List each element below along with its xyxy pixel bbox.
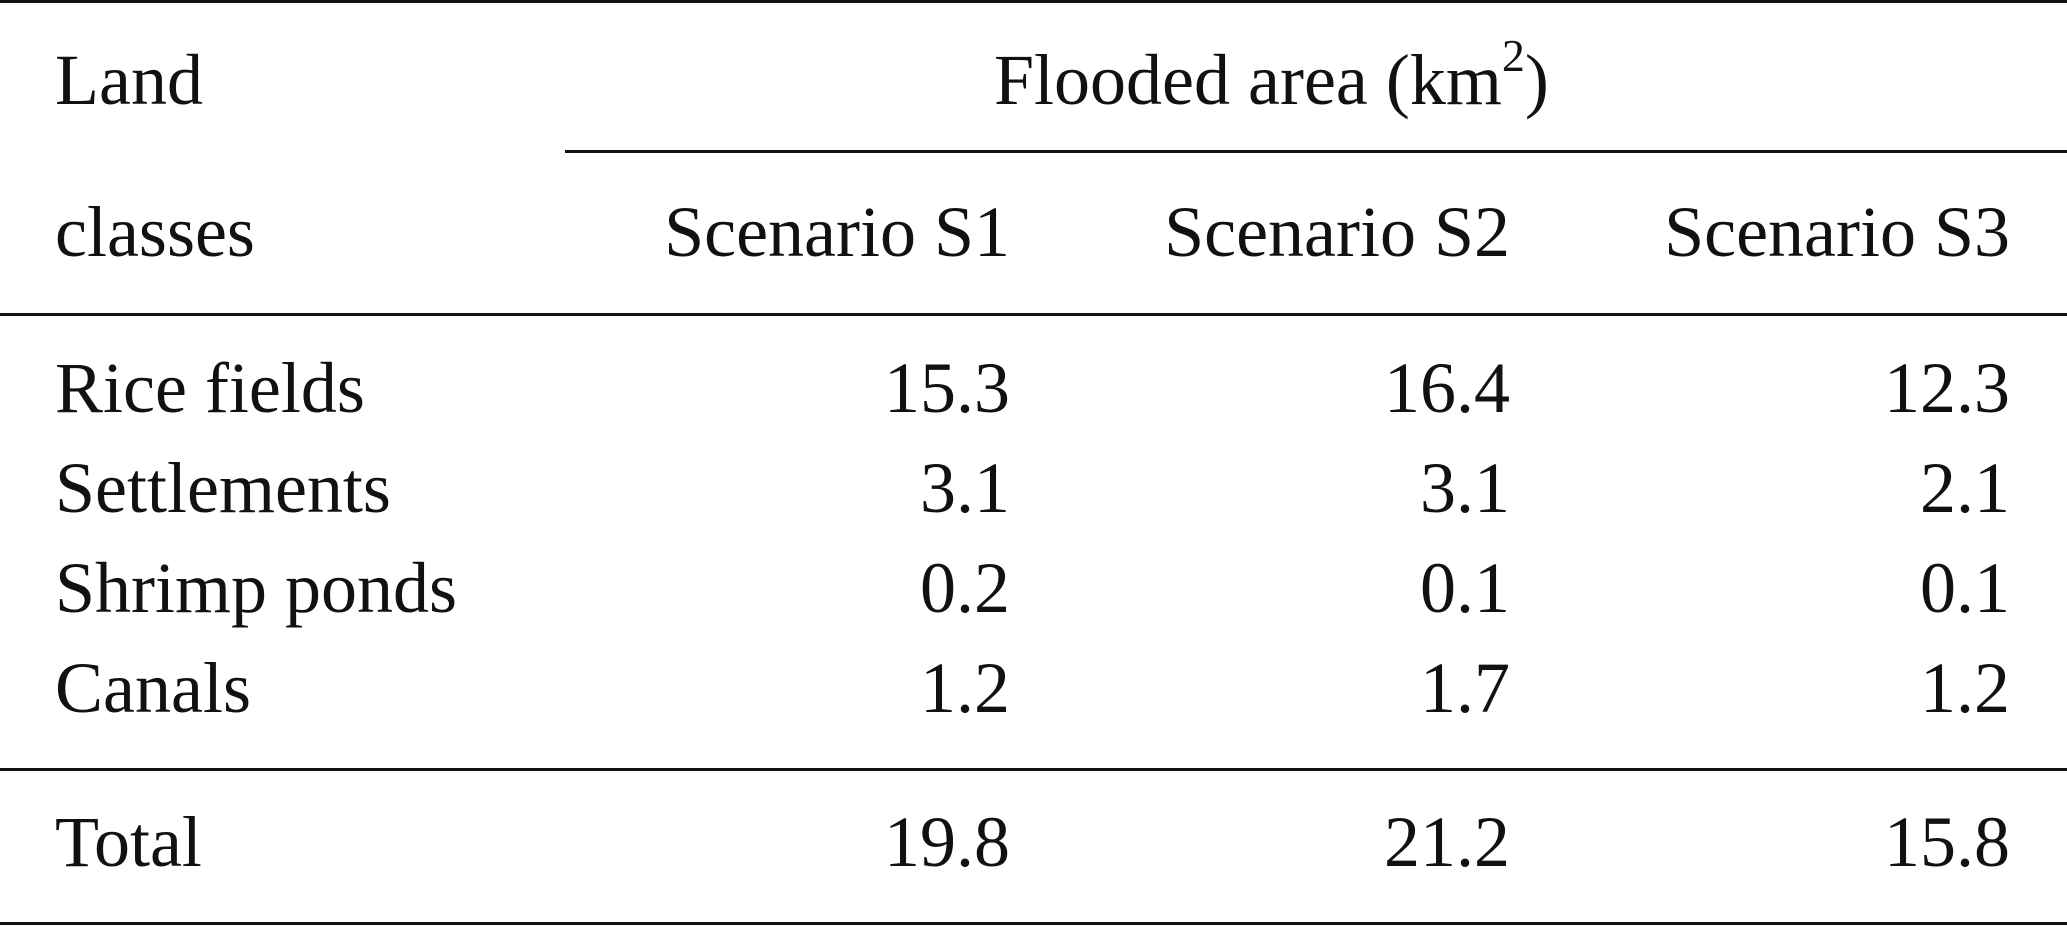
column-header-s1: Scenario S1 <box>664 192 1010 272</box>
stub-header-line1: Land <box>55 40 203 120</box>
table-top-rule <box>0 0 2067 3</box>
stub-header-line2: classes <box>55 192 255 272</box>
table-cell: 3.1 <box>920 448 1010 528</box>
table-cell: 0.2 <box>920 548 1010 628</box>
row-label: Shrimp ponds <box>55 548 458 628</box>
table-bottom-rule <box>0 922 2067 925</box>
table-cell: 15.3 <box>884 348 1010 428</box>
table-cell: 1.2 <box>920 648 1010 728</box>
row-label: Canals <box>55 648 251 728</box>
total-cell: 19.8 <box>884 802 1010 882</box>
table-cell: 1.2 <box>1920 648 2010 728</box>
table-cell: 1.7 <box>1420 648 1510 728</box>
group-label-prefix: Flooded area (km <box>994 40 1502 120</box>
row-label: Rice fields <box>55 348 365 428</box>
column-header-s3: Scenario S3 <box>1664 192 2010 272</box>
table-cell: 2.1 <box>1920 448 2010 528</box>
total-top-rule <box>0 768 2067 771</box>
column-header-s2: Scenario S2 <box>1164 192 1510 272</box>
total-cell: 15.8 <box>1884 802 2010 882</box>
row-label: Settlements <box>55 448 391 528</box>
total-cell: 21.2 <box>1384 802 1510 882</box>
table-cell: 12.3 <box>1884 348 2010 428</box>
table-cell: 3.1 <box>1420 448 1510 528</box>
header-bottom-rule <box>0 313 2067 316</box>
table-cell: 0.1 <box>1420 548 1510 628</box>
table-cell: 0.1 <box>1920 548 2010 628</box>
table-cell: 16.4 <box>1384 348 1510 428</box>
column-group-rule <box>565 150 2067 153</box>
group-label-superscript: 2 <box>1501 30 1525 81</box>
group-label-suffix: ) <box>1524 40 1549 120</box>
total-label: Total <box>55 802 202 882</box>
column-group-header: Flooded area (km2) <box>994 33 1549 117</box>
